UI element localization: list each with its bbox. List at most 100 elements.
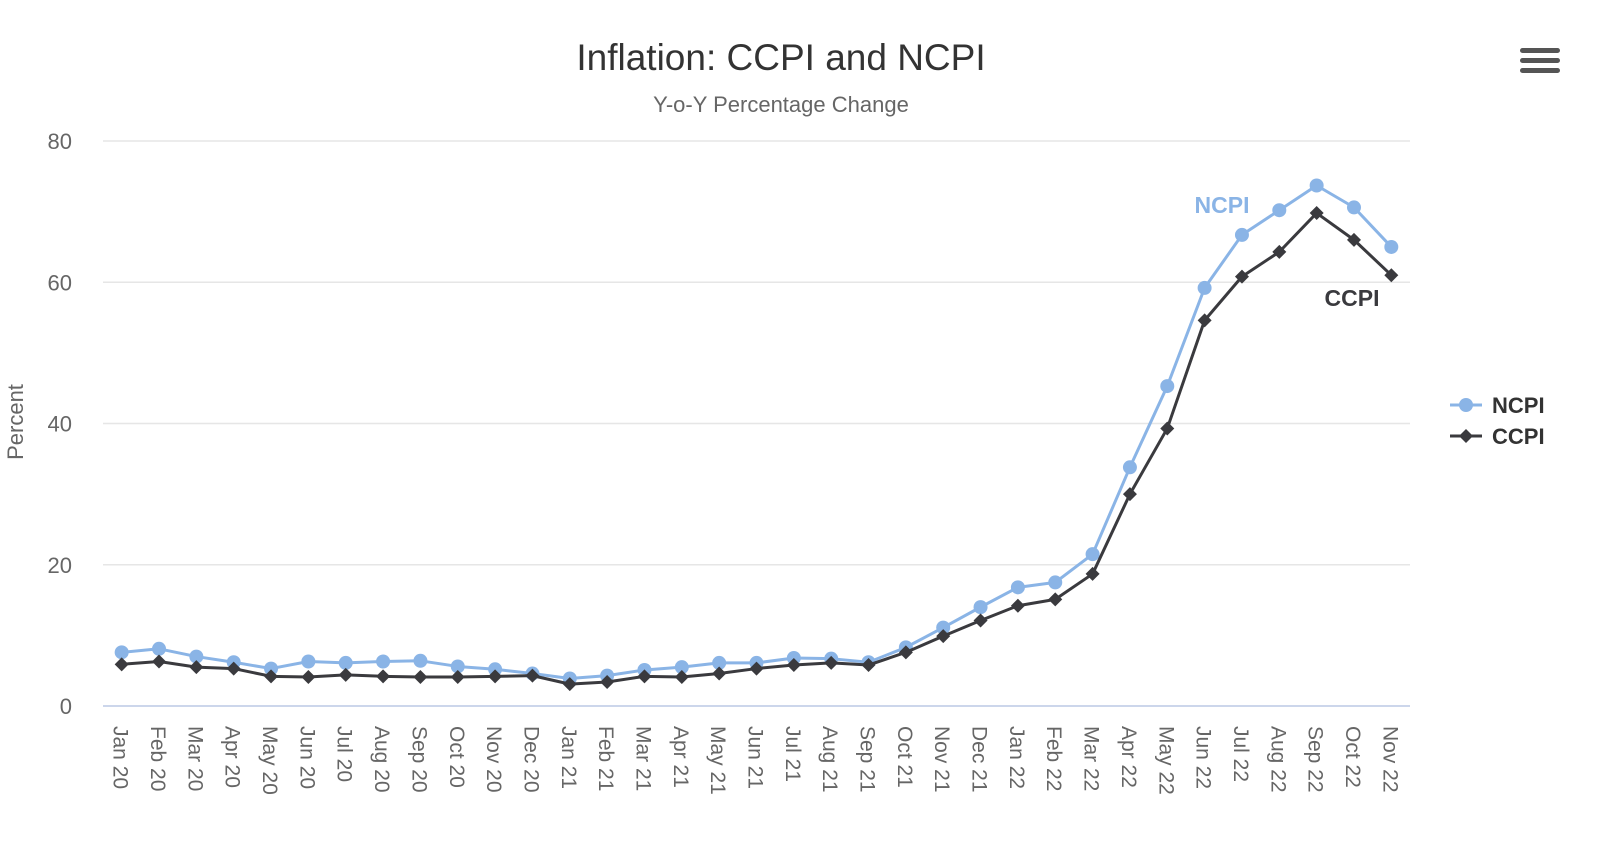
data-point-ncpi[interactable] [1010, 580, 1025, 595]
data-point-ccpi[interactable] [1010, 598, 1025, 613]
data-point-ccpi[interactable] [376, 669, 391, 684]
data-point-ccpi[interactable] [1160, 421, 1175, 436]
data-point-ncpi[interactable] [450, 659, 465, 674]
data-point-ccpi[interactable] [637, 669, 652, 684]
data-point-ccpi[interactable] [1384, 268, 1399, 283]
x-tick-label: May 21 [706, 726, 729, 795]
x-tick-label: Apr 21 [669, 726, 692, 788]
data-point-ccpi[interactable] [450, 670, 465, 685]
x-tick-label: Sep 22 [1304, 726, 1327, 793]
y-tick-label: 20 [48, 553, 72, 578]
data-point-ccpi[interactable] [413, 670, 428, 685]
menu-bar [1520, 58, 1560, 63]
x-tick-label: Sep 21 [856, 726, 879, 793]
data-point-ccpi[interactable] [301, 670, 316, 685]
data-point-ncpi[interactable] [1197, 280, 1212, 295]
y-tick-label: 60 [48, 270, 72, 295]
data-point-ccpi[interactable] [1346, 232, 1361, 247]
hamburger-menu-icon[interactable] [1520, 48, 1560, 82]
chart-title: Inflation: CCPI and NCPI [576, 37, 985, 78]
data-point-ccpi[interactable] [114, 657, 129, 672]
data-point-ccpi[interactable] [861, 658, 876, 673]
data-point-ncpi[interactable] [338, 655, 353, 670]
data-point-ccpi[interactable] [226, 661, 241, 676]
data-point-ncpi[interactable] [1234, 227, 1249, 242]
x-tick-label: Jul 20 [333, 726, 356, 782]
x-tick-label: Feb 20 [146, 726, 169, 791]
data-point-ncpi[interactable] [936, 620, 951, 635]
data-point-ccpi[interactable] [1048, 592, 1063, 607]
x-tick-label: Sep 20 [407, 726, 430, 793]
data-point-ncpi[interactable] [264, 661, 279, 676]
data-point-ccpi[interactable] [674, 670, 689, 685]
legend[interactable]: NCPI CCPI [1450, 393, 1545, 449]
data-point-ccpi[interactable] [1197, 313, 1212, 328]
x-tick-label: May 22 [1154, 726, 1177, 795]
data-point-ccpi[interactable] [189, 660, 204, 675]
data-point-ncpi[interactable] [488, 662, 503, 677]
data-point-ccpi[interactable] [1085, 566, 1100, 581]
data-point-ncpi[interactable] [786, 650, 801, 665]
data-point-ncpi[interactable] [189, 649, 204, 664]
data-point-ncpi[interactable] [1346, 200, 1361, 215]
legend-label: NCPI [1492, 393, 1545, 418]
data-point-ccpi[interactable] [1272, 244, 1287, 259]
data-point-ccpi[interactable] [973, 613, 988, 628]
x-tick-label: Aug 20 [370, 726, 393, 793]
data-point-ccpi[interactable] [1234, 269, 1249, 284]
data-point-ccpi[interactable] [898, 645, 913, 660]
data-point-ccpi[interactable] [338, 667, 353, 682]
data-point-ncpi[interactable] [674, 660, 689, 675]
x-tick-label: Nov 22 [1378, 726, 1401, 793]
x-tick-label: Dec 20 [519, 726, 542, 793]
x-tick-label: Dec 21 [968, 726, 991, 793]
data-point-ncpi[interactable] [413, 653, 428, 668]
data-point-ncpi[interactable] [1085, 547, 1100, 562]
data-point-ncpi[interactable] [1160, 379, 1175, 394]
x-tick-label: Jan 22 [1005, 726, 1028, 789]
data-point-ccpi[interactable] [525, 668, 540, 683]
data-point-ncpi[interactable] [1272, 203, 1287, 218]
data-point-ccpi[interactable] [712, 666, 727, 681]
legend-item-ncpi[interactable]: NCPI [1450, 393, 1545, 418]
chart-subtitle: Y-o-Y Percentage Change [653, 92, 909, 117]
data-point-ncpi[interactable] [1122, 460, 1137, 475]
x-tick-label: Feb 22 [1042, 726, 1065, 791]
legend-label: CCPI [1492, 424, 1545, 449]
data-point-ncpi[interactable] [152, 641, 167, 656]
x-tick-label: Oct 21 [893, 726, 916, 788]
x-tick-label: Mar 20 [183, 726, 206, 791]
y-tick-label: 40 [48, 412, 72, 437]
data-point-ccpi[interactable] [1122, 487, 1137, 502]
data-point-ncpi[interactable] [973, 600, 988, 615]
data-point-ccpi[interactable] [824, 655, 839, 670]
data-point-ccpi[interactable] [562, 677, 577, 692]
x-tick-label: Jul 21 [781, 726, 804, 782]
data-point-ncpi[interactable] [114, 645, 129, 660]
data-point-ncpi[interactable] [1048, 575, 1063, 590]
x-tick-label: Apr 20 [221, 726, 244, 788]
data-point-ncpi[interactable] [1384, 239, 1399, 254]
x-tick-label: Oct 22 [1341, 726, 1364, 788]
data-point-ncpi[interactable] [301, 654, 316, 669]
x-tick-label: Nov 21 [930, 726, 953, 793]
data-point-ccpi[interactable] [936, 629, 951, 644]
grid-lines [103, 140, 1410, 707]
data-point-ccpi[interactable] [786, 658, 801, 673]
data-point-ncpi[interactable] [712, 655, 727, 670]
x-tick-label: Aug 21 [818, 726, 841, 793]
data-point-ccpi[interactable] [749, 661, 764, 676]
data-point-ncpi[interactable] [1309, 178, 1324, 193]
series-line-ncpi [121, 183, 1393, 680]
data-point-ccpi[interactable] [152, 654, 167, 669]
legend-item-ccpi[interactable]: CCPI [1450, 424, 1545, 449]
data-point-ccpi[interactable] [488, 669, 503, 684]
data-point-ncpi[interactable] [376, 654, 391, 669]
data-point-ccpi[interactable] [1309, 206, 1324, 221]
series-label-ncpi: NCPI [1195, 192, 1250, 218]
data-point-ccpi[interactable] [264, 669, 279, 684]
menu-bar [1520, 48, 1560, 53]
y-tick-label: 0 [60, 694, 72, 719]
data-point-ccpi[interactable] [600, 674, 615, 689]
